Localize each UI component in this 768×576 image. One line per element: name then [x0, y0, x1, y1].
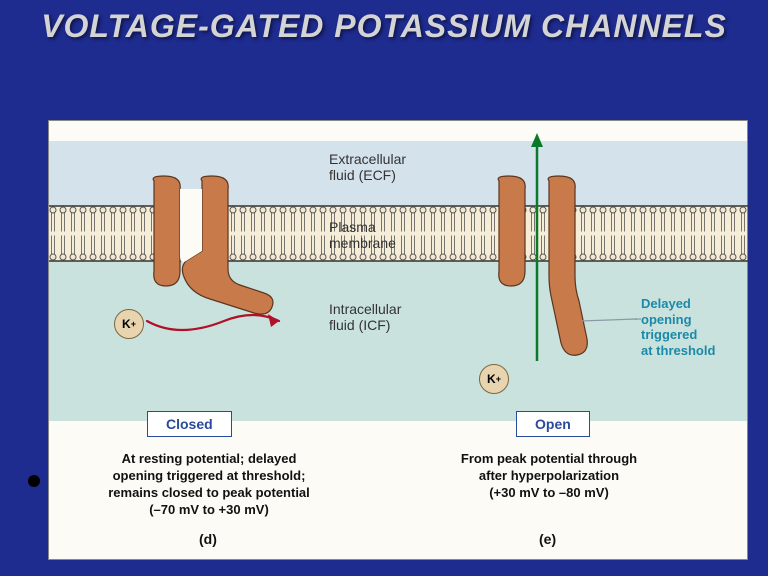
bullet-marker	[28, 475, 40, 487]
ion-symbol: K	[122, 317, 131, 331]
panel-letter-e: (e)	[539, 531, 556, 547]
ion-symbol: K	[487, 372, 496, 386]
k-ion-closed: K+	[114, 309, 144, 339]
caption-right: From peak potential through after hyperp…	[429, 451, 669, 502]
k-ion-open: K+	[479, 364, 509, 394]
caption-left: At resting potential; delayed opening tr…	[79, 451, 339, 519]
membrane-label: Plasma membrane	[329, 219, 396, 251]
ion-charge: +	[131, 319, 136, 329]
diagram-container: Extracellular fluid (ECF) Plasma membran…	[48, 120, 748, 560]
ion-charge: +	[496, 374, 501, 384]
ecf-label: Extracellular fluid (ECF)	[329, 151, 406, 183]
callout-delayed: Delayed opening triggered at threshold	[641, 296, 715, 358]
state-closed: Closed	[147, 411, 232, 437]
state-open: Open	[516, 411, 590, 437]
slide-title: VOLTAGE-GATED POTASSIUM CHANNELS	[0, 0, 768, 49]
icf-label: Intracellular fluid (ICF)	[329, 301, 401, 333]
panel-letter-d: (d)	[199, 531, 217, 547]
